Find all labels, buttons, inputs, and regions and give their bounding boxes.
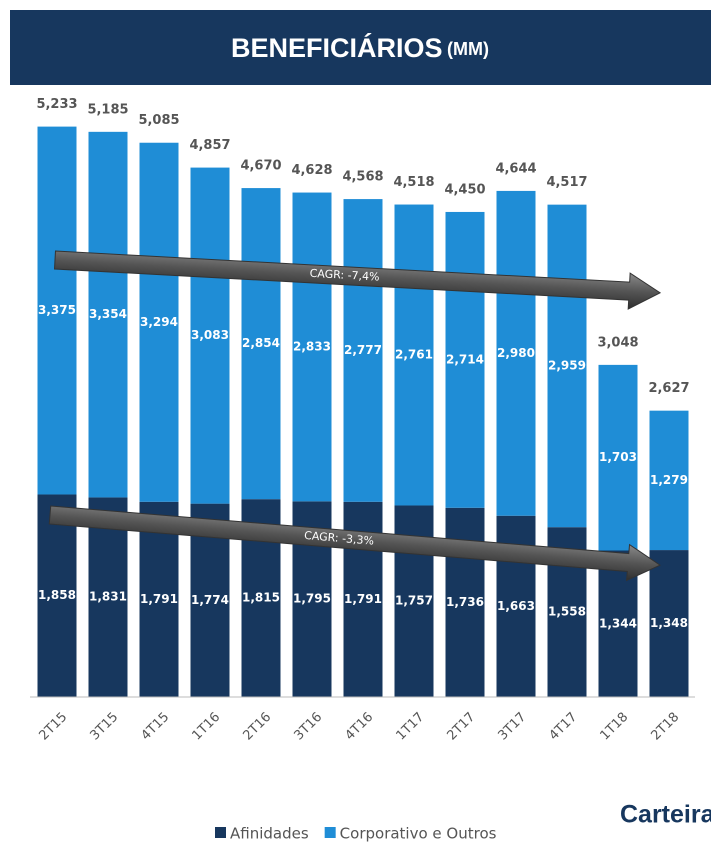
x-tick-label: 1T17 [394,710,428,744]
bar-segment [649,550,689,697]
total-label: 4,857 [189,138,230,153]
bar-segment [37,126,77,495]
x-tick-label: 2T17 [445,710,479,744]
total-label: 5,185 [87,102,128,117]
value-label: 1,791 [140,592,178,606]
value-label: 2,833 [293,339,331,353]
chart-title: BENEFICIÁRIOS (MM) [231,32,489,63]
value-label: 1,791 [344,592,382,606]
bar-segment [496,190,536,516]
bar-segment [292,192,332,502]
legend-label: Afinidades [230,825,309,843]
bar-segment [445,211,485,508]
total-label: 4,644 [495,161,536,176]
value-label: 1,279 [650,473,688,487]
value-label: 1,703 [599,450,637,464]
total-label: 3,048 [597,335,638,350]
bar-segment [343,199,383,502]
total-label: 2,627 [648,381,689,396]
plot: 1,858 3,375 5,233 2T15 1,831 3,354 5,185 3T15 1,… [36,97,689,743]
value-label: 1,736 [446,595,484,609]
total-label: 4,450 [444,182,485,197]
bar-segment [241,188,281,500]
value-label: 2,959 [548,358,586,372]
annotation: CAGR: -7,4% [309,267,380,284]
value-label: 1,663 [497,599,535,613]
total-label: 4,518 [393,175,434,190]
x-tick-label: 4T15 [139,710,173,744]
legend-label: Corporativo e Outros [340,825,497,843]
x-tick-label: 3T17 [496,710,530,744]
total-label: 4,628 [291,163,332,178]
value-label: 1,831 [89,590,127,604]
bar-segment [88,131,128,498]
total-label: 4,517 [546,175,587,190]
total-label: 5,233 [36,97,77,112]
legend-swatch [215,827,226,838]
value-label: 2,761 [395,348,433,362]
x-tick-label: 3T15 [88,710,122,744]
value-label: 2,777 [344,343,382,357]
bar-segment [547,204,587,528]
x-tick-label: 3T16 [292,710,326,744]
value-label: 3,354 [89,307,127,321]
value-label: 2,980 [497,346,535,360]
legend: Afinidades Corporativo e Outros [215,825,497,843]
x-tick-label: 1T18 [598,710,632,744]
footer-text: Carteira [620,801,711,829]
x-tick-label: 2T15 [37,710,71,744]
total-label: 5,085 [138,113,179,128]
value-label: 3,375 [38,303,76,317]
trend-arrow: CAGR: -3,3% [48,505,661,582]
trend-arrow: CAGR: -7,4% [53,250,662,310]
x-tick-label: 1T16 [190,710,224,744]
bar-segment [139,142,179,502]
annotation: CAGR: -3,3% [304,529,375,548]
x-tick-label: 4T17 [547,710,581,744]
title-band [10,10,711,85]
value-label: 2,854 [242,336,280,350]
value-label: 3,083 [191,328,229,342]
bar-segment [37,494,77,697]
bar-segment [88,497,128,697]
x-tick-label: 2T16 [241,710,275,744]
value-label: 3,294 [140,315,178,329]
x-tick-label: 2T18 [649,710,683,744]
legend-swatch [324,827,336,838]
value-label: 1,858 [38,588,76,602]
value-label: 2,714 [446,352,484,366]
value-label: 1,344 [599,616,637,630]
value-label: 1,348 [650,616,688,630]
bar-segment [394,204,434,506]
value-label: 1,795 [293,592,331,606]
x-tick-label: 4T16 [343,710,377,744]
bar-segment [598,364,638,551]
value-label: 1,757 [395,594,433,608]
bar-segment [190,167,230,504]
value-label: 1,815 [242,591,280,605]
bar-segment [649,410,689,551]
value-label: 1,558 [548,605,586,619]
total-label: 4,568 [342,170,383,185]
total-label: 4,670 [240,158,281,173]
value-label: 1,774 [191,593,229,607]
